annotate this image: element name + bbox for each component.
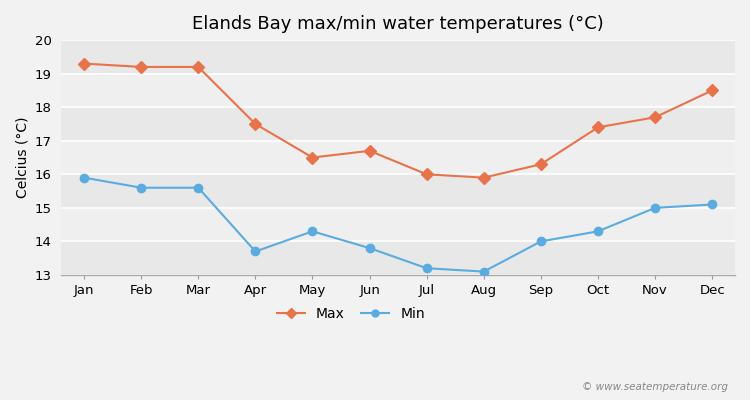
Bar [62,74,735,107]
Min [365,246,374,250]
Legend: Max, Min: Max, Min [272,302,430,327]
Max [251,122,260,126]
Line: Min: Min [80,174,716,276]
Max [708,88,717,93]
Min [536,239,545,244]
Min [650,206,659,210]
Min [479,269,488,274]
Max [365,148,374,153]
Max [308,155,317,160]
Bar [62,40,735,74]
Bar [62,208,735,241]
Bar [62,141,735,174]
Line: Max: Max [80,60,716,182]
Bar [62,107,735,141]
Y-axis label: Celcius (°C): Celcius (°C) [15,117,29,198]
Text: © www.seatemperature.org: © www.seatemperature.org [581,382,728,392]
Max [80,61,88,66]
Max [194,64,202,69]
Max [422,172,431,177]
Min [593,229,602,234]
Title: Elands Bay max/min water temperatures (°C): Elands Bay max/min water temperatures (°… [192,15,604,33]
Min [251,249,260,254]
Min [422,266,431,271]
Bar [62,241,735,275]
Max [536,162,545,167]
Min [308,229,317,234]
Min [194,185,202,190]
Max [593,125,602,130]
Max [479,175,488,180]
Min [136,185,146,190]
Bar [62,174,735,208]
Min [80,175,88,180]
Max [650,115,659,120]
Max [136,64,146,69]
Min [708,202,717,207]
